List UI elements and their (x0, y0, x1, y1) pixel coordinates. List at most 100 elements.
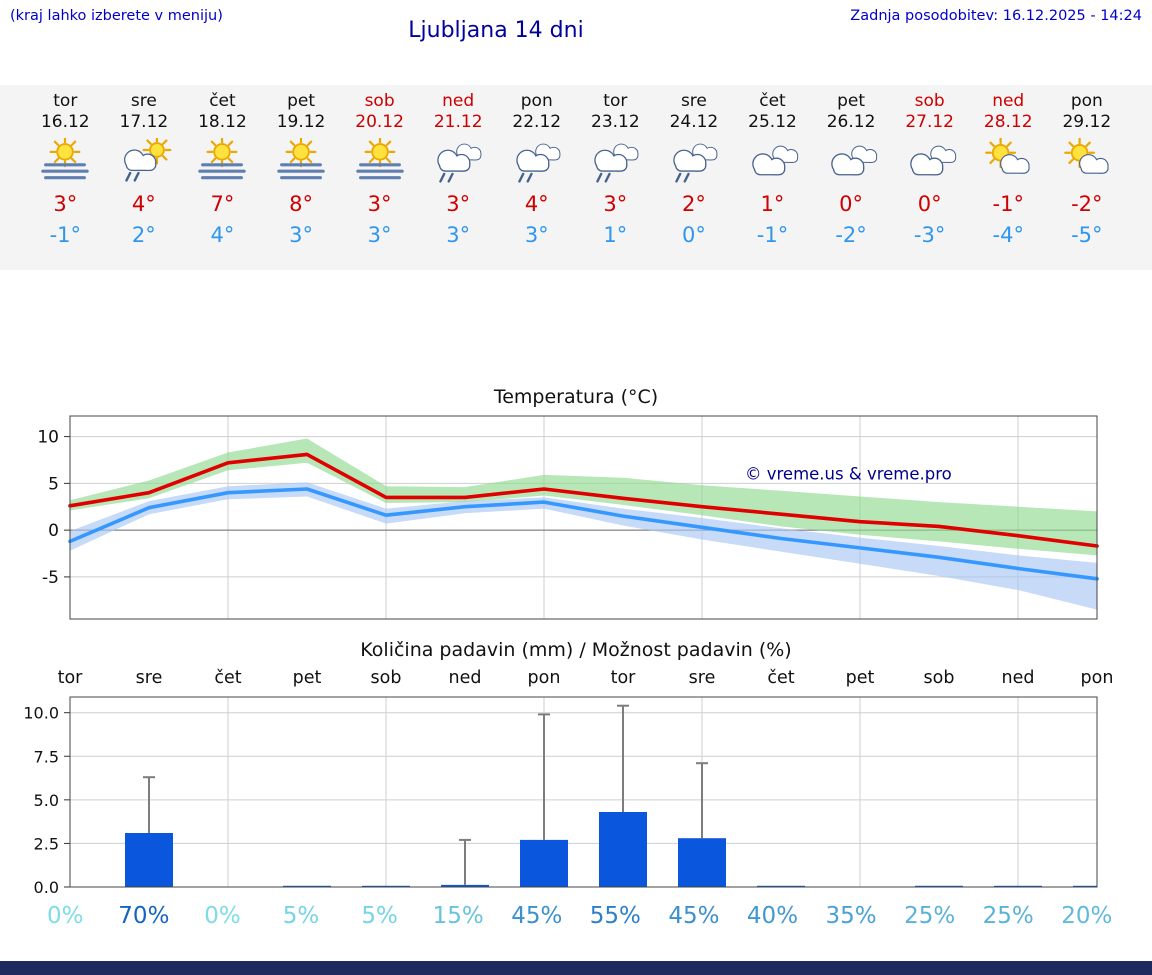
temp-max: 3° (446, 192, 471, 216)
sun-cloud-icon (969, 133, 1048, 190)
forecast-day-column[interactable]: sob 27.12 0° -3° (890, 91, 969, 270)
cloudy-icon (812, 133, 891, 190)
day-date: 17.12 (119, 112, 169, 132)
svg-text:5.0: 5.0 (34, 791, 59, 810)
temp-min: 3° (446, 223, 471, 247)
temp-max: 4° (131, 192, 156, 216)
day-date: 20.12 (355, 112, 404, 132)
precipitation-chart-svg: tor sre čet pet sob ned pon tor sre čet pet sob ned p… (23, 668, 1114, 895)
svg-text:2.5: 2.5 (34, 834, 59, 853)
precip-probability: 20% (1061, 903, 1113, 929)
temp-min: -1° (49, 223, 82, 247)
sun-fog-icon (26, 133, 105, 190)
forecast-day-column[interactable]: tor 23.12 3° 1° (576, 91, 655, 270)
svg-text:5: 5 (48, 474, 59, 494)
precip-probability: 55% (589, 903, 641, 929)
temp-min: 3° (289, 223, 313, 247)
sun-cloud-icon (1048, 133, 1127, 190)
temp-min: -3° (913, 223, 946, 247)
day-name: tor (53, 91, 78, 111)
day-date: 27.12 (905, 112, 954, 132)
day-name: čet (209, 91, 236, 111)
precip-probability: 40% (746, 903, 799, 929)
forecast-day-column[interactable]: pet 26.12 0° -2° (812, 91, 891, 270)
forecast-day-column[interactable]: sre 24.12 2° 0° (655, 91, 734, 270)
day-date: 25.12 (748, 112, 797, 132)
temperature-chart-svg: 10 5 0 -5 © vreme.us & vreme.pro (37, 415, 1099, 620)
day-name: pet (287, 91, 315, 111)
day-name: sob (364, 91, 395, 111)
svg-text:7.5: 7.5 (34, 747, 59, 766)
forecast-day-column[interactable]: pet 19.12 8° 3° (262, 91, 341, 270)
day-name: ned (992, 91, 1025, 111)
svg-text:tor: tor (58, 668, 84, 688)
svg-text:pet: pet (293, 668, 322, 688)
precipitation-chart: tor sre čet pet sob ned pon tor sre čet pet sob ned p… (0, 663, 1152, 895)
temp-max: 1° (760, 192, 785, 216)
temp-min: -5° (1071, 223, 1103, 247)
temp-max: 3° (603, 192, 628, 216)
precip-probability: 0% (47, 903, 84, 929)
last-update-timestamp: Zadnja posodobitev: 16.12.2025 - 14:24 (850, 8, 1142, 24)
svg-text:pon: pon (1081, 668, 1114, 688)
cloud-rain-icon (576, 133, 655, 190)
svg-text:tor: tor (611, 668, 637, 688)
day-date: 29.12 (1062, 112, 1112, 132)
temp-min: -1° (756, 223, 789, 247)
temp-max: -2° (1071, 192, 1103, 216)
sun-cloud-rain-icon (105, 133, 184, 190)
day-date: 23.12 (591, 112, 640, 132)
forecast-day-column[interactable]: tor 16.12 3° -1° (26, 91, 105, 270)
svg-text:sob: sob (924, 668, 955, 688)
svg-text:0: 0 (48, 521, 59, 541)
cloudy-icon (890, 133, 969, 190)
day-name: pon (1070, 91, 1103, 111)
precip-probability: 15% (432, 903, 484, 929)
precipitation-chart-title: Količina padavin (mm) / Možnost padavin … (360, 639, 792, 661)
day-date: 19.12 (276, 112, 326, 132)
svg-text:0.0: 0.0 (34, 878, 59, 895)
header: (kraj lahko izberete v meniju) Ljubljana… (0, 0, 1152, 85)
forecast-day-column[interactable]: pon 22.12 4° 3° (497, 91, 576, 270)
cloud-rain-icon (419, 133, 498, 190)
sun-fog-icon (183, 133, 262, 190)
svg-text:sob: sob (371, 668, 402, 688)
sun-fog-icon (262, 133, 341, 190)
precip-probability: 0% (204, 903, 241, 929)
svg-text:sre: sre (689, 668, 716, 688)
forecast-day-column[interactable]: čet 18.12 7° 4° (183, 91, 262, 270)
precip-probability: 5% (361, 903, 398, 929)
forecast-day-column[interactable]: sre 17.12 4° 2° (105, 91, 184, 270)
temp-max: 4° (524, 192, 549, 216)
forecast-day-column[interactable]: sob 20.12 3° 3° (340, 91, 419, 270)
location-menu-hint: (kraj lahko izberete v meniju) (10, 8, 223, 24)
forecast-day-column[interactable]: ned 21.12 3° 3° (419, 91, 498, 270)
svg-text:ned: ned (449, 668, 482, 688)
temp-min: -2° (835, 223, 867, 247)
precip-bars (125, 812, 1097, 887)
temp-max: 2° (681, 192, 706, 216)
precip-probability: 25% (982, 903, 1034, 929)
day-name: sre (680, 91, 707, 111)
day-name: ned (442, 91, 475, 111)
precip-probability: 5% (282, 903, 320, 929)
forecast-day-column[interactable]: pon 29.12 -2° -5° (1048, 91, 1127, 270)
svg-text:-5: -5 (42, 568, 59, 588)
forecast-day-column[interactable]: čet 25.12 1° -1° (733, 91, 812, 270)
day-name: sre (130, 91, 157, 111)
day-date: 22.12 (512, 112, 562, 132)
temp-min: -4° (992, 223, 1024, 247)
day-date: 18.12 (198, 112, 247, 132)
forecast-day-column[interactable]: ned 28.12 -1° -4° (969, 91, 1048, 270)
temp-min: 2° (131, 223, 156, 247)
precip-probability: 45% (511, 903, 563, 929)
day-name: pon (520, 91, 553, 111)
cloud-rain-icon (497, 133, 576, 190)
svg-text:pon: pon (528, 668, 561, 688)
precip-probability: 70% (118, 903, 170, 929)
svg-text:ned: ned (1002, 668, 1035, 688)
day-date: 24.12 (669, 112, 719, 132)
cloudy-icon (733, 133, 812, 190)
temp-max: 8° (289, 192, 313, 216)
svg-text:10.0: 10.0 (23, 704, 59, 723)
